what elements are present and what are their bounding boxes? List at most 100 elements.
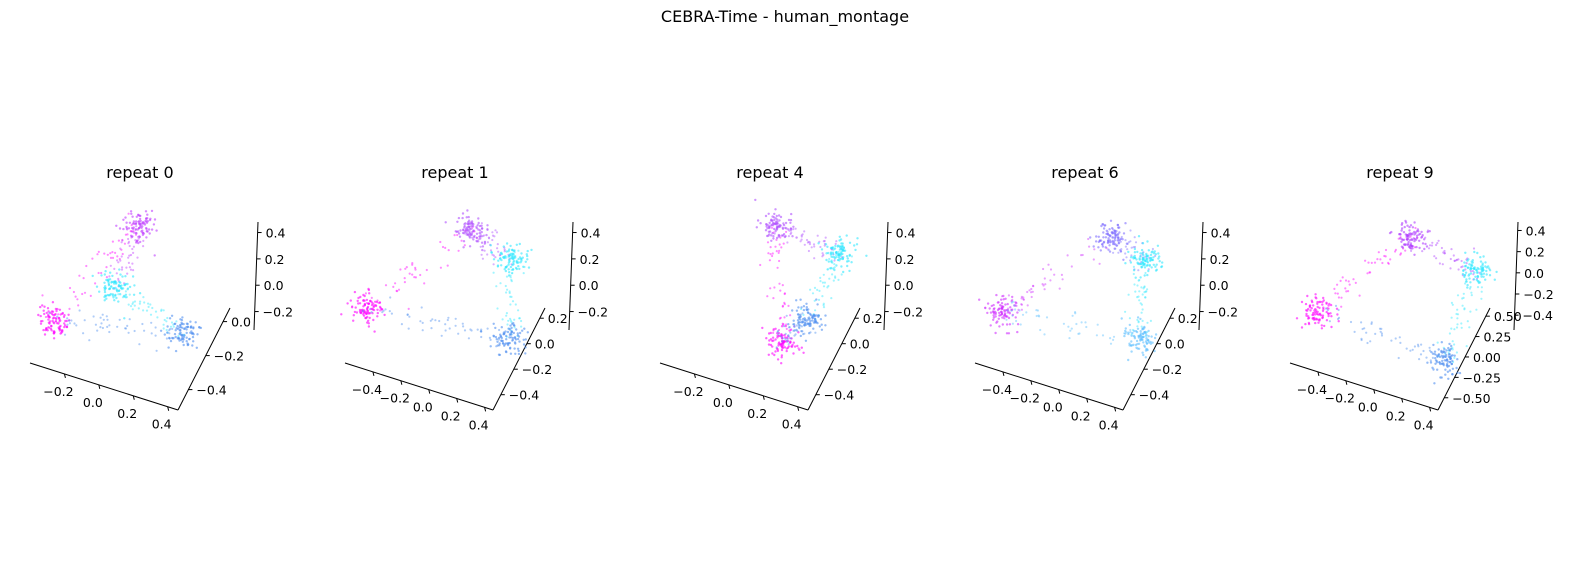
scatter-point <box>1127 293 1130 296</box>
scatter-point <box>1102 227 1106 230</box>
scatter-point <box>802 333 805 336</box>
scatter-point <box>820 323 823 326</box>
scatter-point <box>1336 283 1339 286</box>
scatter-point <box>827 284 830 288</box>
scatter-point <box>144 210 148 213</box>
scatter-point <box>101 313 104 316</box>
scatter-point <box>778 243 781 246</box>
scatter-point <box>799 324 802 327</box>
scatter-point <box>1018 309 1021 312</box>
scatter-point <box>48 326 51 329</box>
scatter-point <box>110 281 113 284</box>
scatter-point <box>1462 269 1465 273</box>
scatter-point <box>1305 312 1308 316</box>
scatter-point <box>1138 299 1141 302</box>
cluster-blue <box>361 296 529 357</box>
scatter-point <box>1041 283 1044 286</box>
scatter-point <box>1446 360 1450 363</box>
scatter-point <box>447 249 450 252</box>
scatter-point <box>1045 316 1049 319</box>
scatter-point <box>1485 273 1488 276</box>
scatter-point <box>506 343 510 347</box>
scatter-point <box>156 316 159 319</box>
scatter-point <box>1131 344 1134 347</box>
scatter-point <box>1470 263 1473 266</box>
scatter-point <box>1442 251 1445 254</box>
scatter-point <box>366 315 369 319</box>
scatter-point <box>1148 263 1152 267</box>
scatter-point <box>1321 309 1325 313</box>
scatter-point <box>789 337 793 340</box>
scatter-point <box>822 273 825 276</box>
scatter-point <box>810 246 813 249</box>
scatter-point <box>1155 263 1158 266</box>
scatter-point <box>1143 266 1147 269</box>
scatter-point <box>1409 349 1412 352</box>
scatter-point <box>809 322 812 326</box>
scatter-point <box>772 297 775 300</box>
scatter-point <box>444 329 447 332</box>
scatter-point <box>775 214 778 218</box>
scatter-point <box>1436 355 1439 358</box>
cluster-cyan <box>91 268 186 338</box>
scatter-point <box>1109 342 1113 345</box>
scatter-point <box>363 310 366 313</box>
cluster-cyan <box>489 242 533 338</box>
scatter-point <box>788 229 791 232</box>
scatter-point <box>796 344 799 348</box>
x-tick <box>63 373 66 379</box>
scatter-point <box>480 224 483 227</box>
scatter-point <box>813 257 816 260</box>
scatter-point <box>1417 233 1420 236</box>
scatter-point <box>1139 252 1142 255</box>
scatter-point <box>1004 303 1007 306</box>
scatter-point <box>1453 354 1456 357</box>
scatter-point <box>1153 250 1157 253</box>
scatter-point <box>462 228 465 231</box>
scatter-point <box>1448 349 1452 352</box>
scatter-point <box>114 251 117 254</box>
scatter-point <box>498 257 502 260</box>
scatter-point <box>1007 307 1010 310</box>
scatter-point <box>467 215 470 219</box>
scatter-point <box>1304 302 1308 306</box>
scatter-point <box>488 336 491 339</box>
scatter-point <box>1143 325 1146 329</box>
scatter-point <box>78 274 81 277</box>
scatter-point <box>1154 254 1157 258</box>
scatter-point <box>840 273 843 276</box>
scatter-point <box>1139 317 1142 321</box>
scatter-point <box>1484 265 1487 268</box>
scatter-point <box>133 304 136 307</box>
scatter-point <box>141 221 144 225</box>
scatter-point <box>131 262 134 265</box>
scatter-point <box>772 222 775 225</box>
z-tick-label: 0.2 <box>1210 252 1230 267</box>
scatter-point <box>1399 341 1402 344</box>
x-tick-label: −0.2 <box>1325 391 1355 406</box>
scatter-point <box>1407 234 1410 237</box>
scatter-point <box>467 219 471 222</box>
scatter-point <box>832 253 835 256</box>
scatter-point <box>127 287 130 290</box>
y-axis-line <box>492 307 546 411</box>
scatter-point <box>1136 318 1139 321</box>
scatter-point <box>1124 239 1127 242</box>
scatter-point <box>508 341 511 345</box>
scatter-point <box>117 261 120 264</box>
scatter-point <box>103 290 107 294</box>
scatter-point <box>1137 235 1141 238</box>
scatter-point <box>1138 290 1141 293</box>
scatter-point <box>1307 317 1310 320</box>
scatter-point <box>1020 295 1024 298</box>
scatter-point <box>1108 234 1111 237</box>
scatter-point <box>795 324 798 327</box>
scatter-point <box>1069 329 1072 332</box>
scatter-point <box>121 266 124 269</box>
scatter-point <box>1433 350 1437 353</box>
x-tick <box>400 380 403 385</box>
scatter-point <box>1316 305 1319 309</box>
scatter-point <box>1144 356 1148 359</box>
scatter-point <box>1310 299 1314 302</box>
z-tick-label: 0.2 <box>895 252 915 267</box>
